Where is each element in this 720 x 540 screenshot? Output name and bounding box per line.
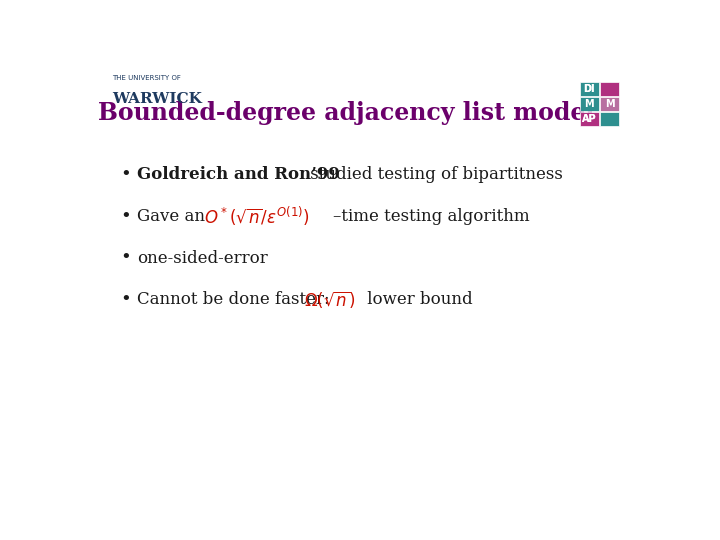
- Text: M: M: [585, 99, 594, 109]
- Bar: [580, 112, 599, 126]
- Text: AP: AP: [582, 114, 597, 124]
- Text: $\Omega(\sqrt{n})$: $\Omega(\sqrt{n})$: [305, 289, 356, 310]
- Bar: [600, 112, 619, 126]
- Text: Gave an: Gave an: [138, 208, 211, 225]
- Text: DI: DI: [584, 84, 595, 94]
- Text: Cannot be done faster:: Cannot be done faster:: [138, 291, 336, 308]
- Text: AP: AP: [582, 114, 597, 124]
- Text: •: •: [121, 249, 132, 267]
- Text: Goldreich and Ron’99: Goldreich and Ron’99: [138, 166, 341, 184]
- Text: lower bound: lower bound: [362, 291, 473, 308]
- Bar: [600, 82, 619, 97]
- Text: M: M: [605, 99, 614, 109]
- Bar: [580, 82, 599, 97]
- Text: •: •: [121, 207, 132, 226]
- Text: •: •: [121, 291, 132, 309]
- Text: –time testing algorithm: –time testing algorithm: [333, 208, 529, 225]
- Text: •: •: [121, 166, 132, 184]
- Text: studied testing of bipartitness: studied testing of bipartitness: [305, 166, 563, 184]
- Text: DI: DI: [584, 84, 595, 94]
- Text: Bounded-degree adjacency list model: Bounded-degree adjacency list model: [99, 100, 595, 125]
- Text: THE UNIVERSITY OF: THE UNIVERSITY OF: [112, 75, 181, 81]
- Text: WARWICK: WARWICK: [112, 92, 202, 106]
- Bar: [580, 97, 599, 111]
- Text: one-sided-error: one-sided-error: [138, 249, 268, 267]
- Text: $O^*(\sqrt{n}/\varepsilon^{O(1)})$: $O^*(\sqrt{n}/\varepsilon^{O(1)})$: [204, 205, 310, 228]
- Bar: [600, 97, 619, 111]
